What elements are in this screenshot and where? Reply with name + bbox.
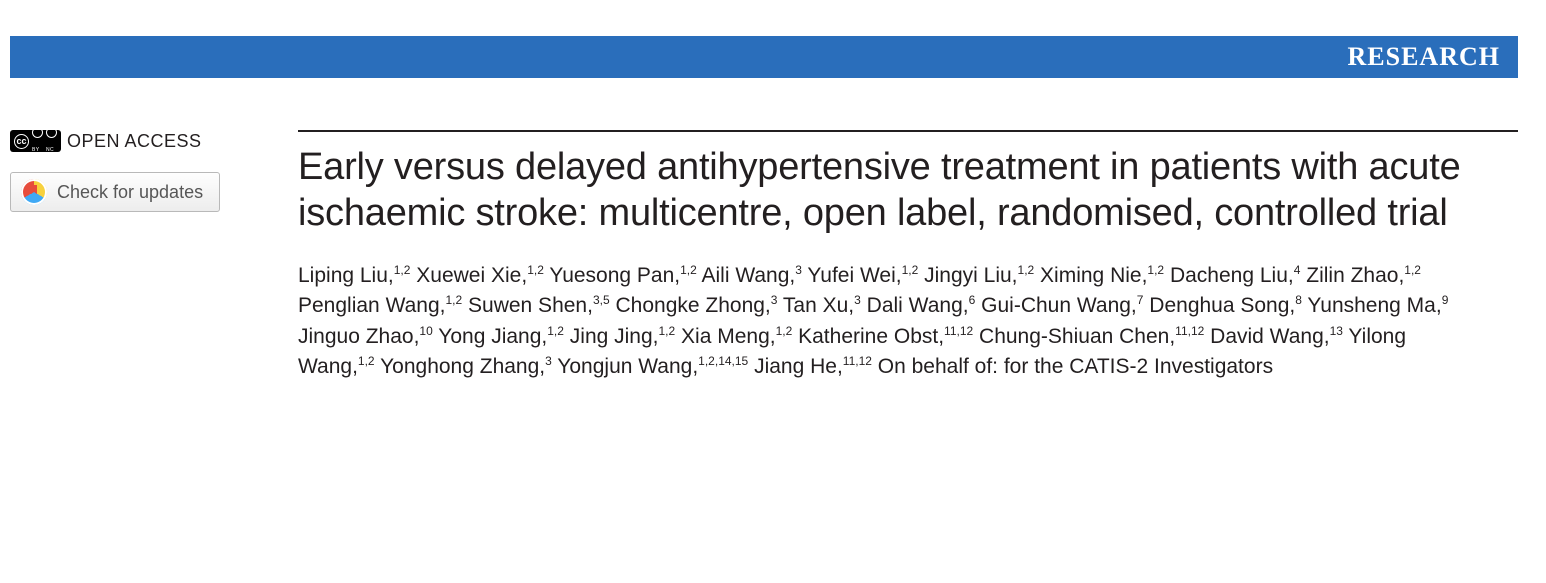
affiliation-ref: 3 [771, 293, 778, 307]
affiliation-ref: 1,2 [394, 263, 411, 277]
author: Katherine Obst,11,12 [798, 325, 973, 348]
affiliation-ref: 1,2 [680, 263, 697, 277]
author: Yunsheng Ma,9 [1307, 294, 1448, 317]
check-updates-button[interactable]: Check for updates [10, 172, 220, 212]
author: Suwen Shen,3,5 [468, 294, 610, 317]
affiliation-ref: 1,2 [527, 263, 544, 277]
affiliation-ref: 8 [1295, 293, 1302, 307]
author: Penglian Wang,1,2 [298, 294, 462, 317]
author: Gui-Chun Wang,7 [981, 294, 1143, 317]
affiliation-ref: 4 [1294, 263, 1301, 277]
crossmark-icon [21, 179, 47, 205]
affiliation-ref: 13 [1330, 324, 1343, 338]
author: Ximing Nie,1,2 [1040, 264, 1164, 287]
author: Liping Liu,1,2 [298, 264, 410, 287]
affiliation-ref: 1,2,14,15 [698, 354, 748, 368]
affiliation-ref: 3,5 [593, 293, 610, 307]
author: Dali Wang,6 [867, 294, 976, 317]
author: Jing Jing,1,2 [570, 325, 675, 348]
affiliation-ref: 3 [545, 354, 552, 368]
group-author-statement: On behalf of: for the CATIS-2 Investigat… [878, 355, 1273, 378]
affiliation-ref: 1,2 [1404, 263, 1421, 277]
section-banner: RESEARCH [10, 36, 1518, 78]
affiliation-ref: 1,2 [776, 324, 793, 338]
affiliation-ref: 3 [795, 263, 802, 277]
author-list: Liping Liu,1,2 Xuewei Xie,1,2 Yuesong Pa… [298, 261, 1478, 383]
by-icon [32, 127, 43, 138]
affiliation-ref: 7 [1137, 293, 1144, 307]
author: Xia Meng,1,2 [681, 325, 792, 348]
sidebar: cc BY NC OPEN ACCESS Check for updates [10, 130, 270, 382]
author: Tan Xu,3 [783, 294, 861, 317]
affiliation-ref: 6 [969, 293, 976, 307]
article-title: Early versus delayed antihypertensive tr… [298, 144, 1518, 237]
affiliation-ref: 1,2 [1018, 263, 1035, 277]
author: Yongjun Wang,1,2,14,15 [557, 355, 748, 378]
affiliation-ref: 11,12 [944, 324, 973, 338]
author: Jingyi Liu,1,2 [924, 264, 1034, 287]
author: Denghua Song,8 [1149, 294, 1302, 317]
affiliation-ref: 1,2 [902, 263, 919, 277]
affiliation-ref: 1,2 [547, 324, 564, 338]
author: Xuewei Xie,1,2 [416, 264, 544, 287]
nc-label: NC [46, 147, 54, 153]
author: Chongke Zhong,3 [615, 294, 777, 317]
affiliation-ref: 9 [1442, 293, 1449, 307]
author: Zilin Zhao,1,2 [1306, 264, 1421, 287]
affiliation-ref: 1,2 [358, 354, 375, 368]
affiliation-ref: 1,2 [1147, 263, 1164, 277]
affiliation-ref: 10 [419, 324, 432, 338]
author: Yufei Wei,1,2 [807, 264, 918, 287]
banner-label: RESEARCH [1348, 42, 1500, 72]
author: Chung-Shiuan Chen,11,12 [979, 325, 1204, 348]
content-row: cc BY NC OPEN ACCESS Check for updates E… [0, 78, 1546, 392]
affiliation-ref: 1,2 [659, 324, 676, 338]
author: Jiang He,11,12 [754, 355, 872, 378]
author: Dacheng Liu,4 [1170, 264, 1300, 287]
open-access-row: cc BY NC OPEN ACCESS [10, 130, 270, 152]
author: Yuesong Pan,1,2 [549, 264, 696, 287]
cc-license-icon: cc BY NC [10, 130, 61, 152]
affiliation-ref: 1,2 [445, 293, 462, 307]
author: Yonghong Zhang,3 [380, 355, 552, 378]
check-updates-label: Check for updates [57, 182, 203, 203]
author: Yong Jiang,1,2 [438, 325, 564, 348]
article-header: Early versus delayed antihypertensive tr… [298, 130, 1518, 382]
author: David Wang,13 [1210, 325, 1343, 348]
by-label: BY [32, 147, 39, 153]
cc-icon: cc [14, 134, 29, 149]
affiliation-ref: 11,12 [843, 354, 872, 368]
author: Jinguo Zhao,10 [298, 325, 433, 348]
author: Aili Wang,3 [702, 264, 802, 287]
affiliation-ref: 11,12 [1175, 324, 1204, 338]
open-access-label: OPEN ACCESS [67, 131, 202, 152]
affiliation-ref: 3 [854, 293, 861, 307]
nc-icon [46, 127, 57, 138]
